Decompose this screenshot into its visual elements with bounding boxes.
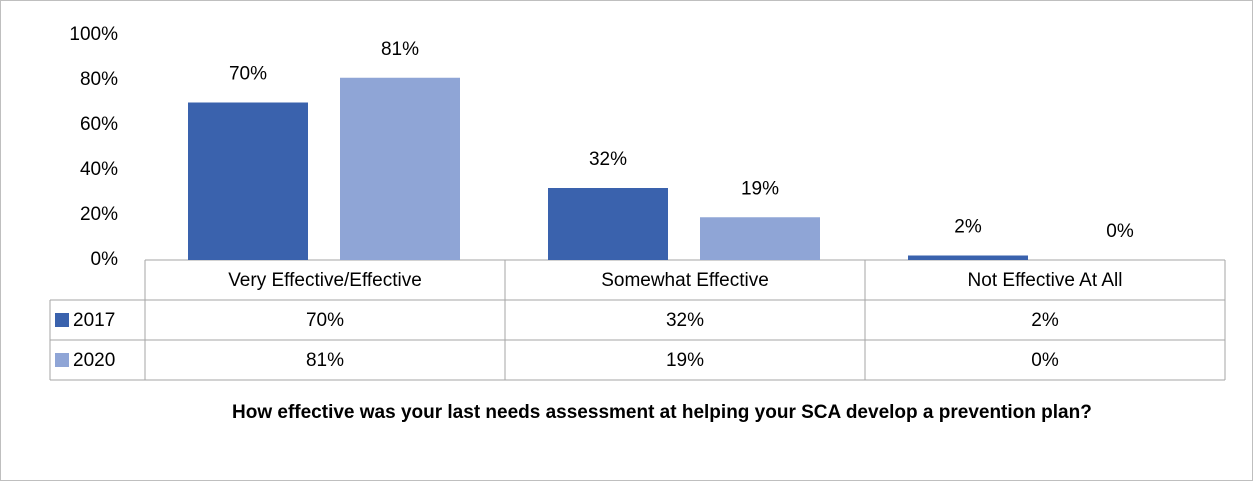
legend-label: 2017	[73, 310, 115, 331]
category-label: Very Effective/Effective	[228, 270, 422, 291]
y-tick-label: 40%	[80, 159, 118, 180]
table-cell: 19%	[666, 350, 704, 371]
y-tick-label: 80%	[80, 69, 118, 90]
table-cell: 0%	[1031, 350, 1059, 371]
category-label: Not Effective At All	[968, 270, 1123, 291]
bar	[700, 217, 820, 260]
y-tick-label: 20%	[80, 204, 118, 225]
y-tick-label: 0%	[91, 249, 119, 270]
table-cell: 2%	[1031, 310, 1059, 331]
y-tick-label: 100%	[69, 24, 118, 45]
table-cell: 81%	[306, 350, 344, 371]
y-tick-label: 60%	[80, 114, 118, 135]
bar	[188, 102, 308, 260]
data-label: 0%	[1106, 221, 1134, 242]
chart-title: How effective was your last needs assess…	[232, 402, 1092, 423]
table-cell: 32%	[666, 310, 704, 331]
bar	[340, 77, 460, 260]
table-cell: 70%	[306, 310, 344, 331]
data-label: 81%	[381, 39, 419, 60]
data-label: 70%	[229, 64, 267, 85]
bar	[908, 255, 1028, 260]
bar	[548, 188, 668, 260]
legend-key	[55, 353, 69, 367]
legend-label: 2020	[73, 350, 115, 371]
data-label: 32%	[589, 149, 627, 170]
legend-key	[55, 313, 69, 327]
data-label: 2%	[954, 217, 982, 238]
data-label: 19%	[741, 178, 779, 199]
category-label: Somewhat Effective	[601, 270, 769, 291]
